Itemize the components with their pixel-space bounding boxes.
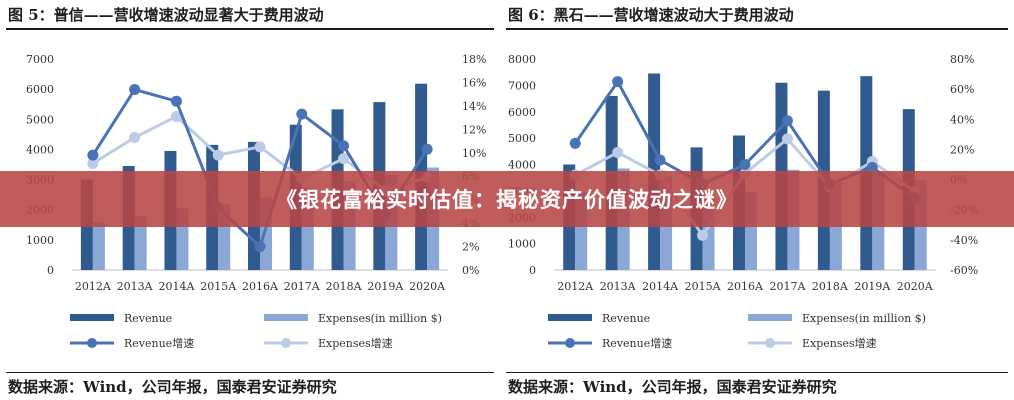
legend-revenue-label: Revenue bbox=[602, 312, 650, 325]
x-tick-label: 2015A bbox=[685, 280, 722, 293]
point-revenue-growth bbox=[87, 149, 99, 161]
y-tick-label: 0 bbox=[529, 264, 536, 277]
y2-tick-label: 40% bbox=[950, 113, 974, 126]
point-revenue-growth bbox=[739, 159, 751, 170]
bar-expenses bbox=[92, 221, 105, 270]
point-revenue-growth bbox=[654, 154, 666, 166]
point-expenses-growth bbox=[212, 149, 224, 161]
x-tick-label: 2018A bbox=[326, 280, 363, 293]
point-expenses-growth bbox=[781, 133, 793, 145]
y-tick-label: 5000 bbox=[508, 132, 536, 145]
y-tick-label: 4000 bbox=[508, 159, 536, 172]
y-tick-label: 4000 bbox=[26, 143, 54, 156]
point-revenue-growth bbox=[569, 137, 581, 149]
legend-expenses-swatch bbox=[264, 314, 308, 321]
y-tick-label: 5000 bbox=[26, 113, 54, 126]
x-tick-label: 2012A bbox=[75, 280, 112, 293]
legend-expenses-label: Expenses(in million $) bbox=[802, 312, 926, 325]
y-tick-label: 1000 bbox=[26, 234, 54, 247]
source-note-right: 数据来源：Wind，公司年报，国泰君安证券研究 bbox=[508, 378, 837, 396]
chart-title-right: 图 6：黑石——营收增速波动大于费用波动 bbox=[508, 6, 794, 24]
point-revenue-growth bbox=[612, 76, 624, 88]
x-tick-label: 2015A bbox=[200, 280, 237, 293]
y-tick-label: 7000 bbox=[26, 53, 54, 66]
y2-tick-label: 0% bbox=[462, 264, 479, 277]
x-tick-label: 2018A bbox=[812, 280, 849, 293]
legend-expenses-label: Expenses(in million $) bbox=[318, 312, 442, 325]
title-rule-left bbox=[6, 28, 494, 30]
y-tick-label: 1000 bbox=[508, 238, 536, 251]
y2-tick-label: 12% bbox=[462, 123, 486, 136]
y2-tick-label: 80% bbox=[950, 53, 974, 66]
source-note-left: 数据来源：Wind，公司年报，国泰君安证券研究 bbox=[8, 378, 337, 396]
x-tick-label: 2014A bbox=[642, 280, 679, 293]
y-tick-label: 7000 bbox=[508, 79, 536, 92]
y-tick-label: 6000 bbox=[26, 83, 54, 96]
y2-tick-label: 10% bbox=[462, 147, 486, 160]
title-rule-right bbox=[506, 28, 1008, 30]
y2-tick-label: 60% bbox=[950, 83, 974, 96]
point-revenue-growth bbox=[254, 241, 266, 253]
point-expenses-growth bbox=[697, 229, 709, 241]
point-revenue-growth bbox=[129, 83, 141, 95]
x-tick-label: 2017A bbox=[284, 280, 321, 293]
legend-expenses-growth-label: Expenses增速 bbox=[318, 336, 393, 350]
point-revenue-growth bbox=[421, 143, 433, 155]
legend-revenue-swatch bbox=[70, 314, 114, 321]
legend-expenses-growth-marker bbox=[281, 338, 291, 348]
legend-revenue-growth-marker bbox=[87, 338, 97, 348]
y2-tick-label: -40% bbox=[950, 234, 978, 247]
point-expenses-growth bbox=[170, 110, 182, 122]
x-tick-label: 2019A bbox=[854, 280, 891, 293]
x-tick-label: 2020A bbox=[897, 280, 934, 293]
legend-revenue-growth-marker bbox=[565, 338, 575, 348]
overlay-banner: 《银花富裕实时估值：揭秘资产价值波动之谜》 bbox=[0, 171, 1014, 227]
legend-expenses-growth-label: Expenses增速 bbox=[802, 336, 877, 350]
point-expenses-growth bbox=[612, 146, 624, 158]
x-tick-label: 2020A bbox=[409, 280, 446, 293]
x-tick-label: 2016A bbox=[242, 280, 279, 293]
point-revenue-growth bbox=[866, 162, 878, 174]
point-expenses-growth bbox=[338, 153, 350, 165]
point-revenue-growth bbox=[170, 95, 182, 107]
y2-tick-label: 20% bbox=[950, 143, 974, 156]
x-tick-label: 2019A bbox=[367, 280, 404, 293]
x-tick-label: 2012A bbox=[557, 280, 594, 293]
source-rule-left bbox=[6, 372, 494, 373]
x-tick-label: 2017A bbox=[769, 280, 806, 293]
banner-text: 《银花富裕实时估值：揭秘资产价值波动之谜》 bbox=[276, 188, 738, 212]
y-tick-label: 6000 bbox=[508, 106, 536, 119]
legend-revenue-growth-label: Revenue增速 bbox=[602, 336, 672, 350]
point-expenses-growth bbox=[254, 141, 266, 153]
x-tick-label: 2016A bbox=[727, 280, 764, 293]
legend-expenses-growth-marker bbox=[765, 338, 775, 348]
y-tick-label: 0 bbox=[47, 264, 54, 277]
point-expenses-growth bbox=[129, 132, 141, 144]
point-expenses-growth bbox=[87, 157, 99, 169]
y2-tick-label: 18% bbox=[462, 53, 486, 66]
point-revenue-growth bbox=[781, 115, 793, 127]
x-tick-label: 2013A bbox=[117, 280, 154, 293]
legend-revenue-label: Revenue bbox=[124, 312, 172, 325]
legend-revenue-swatch bbox=[548, 314, 592, 321]
source-rule-right bbox=[506, 372, 1008, 373]
y2-tick-label: 14% bbox=[462, 100, 486, 113]
y2-tick-label: -60% bbox=[950, 264, 978, 277]
y2-tick-label: 2% bbox=[462, 241, 479, 254]
chart-title-left: 图 5：普信——营收增速波动显著大于费用波动 bbox=[8, 6, 324, 24]
point-revenue-growth bbox=[338, 140, 350, 152]
legend-revenue-growth-label: Revenue增速 bbox=[124, 336, 194, 350]
point-revenue-growth bbox=[296, 108, 308, 120]
legend-expenses-swatch bbox=[748, 314, 792, 321]
y2-tick-label: 16% bbox=[462, 76, 486, 89]
x-tick-label: 2013A bbox=[600, 280, 637, 293]
y-tick-label: 8000 bbox=[508, 53, 536, 66]
bar-expenses bbox=[134, 215, 147, 270]
x-tick-label: 2014A bbox=[158, 280, 195, 293]
